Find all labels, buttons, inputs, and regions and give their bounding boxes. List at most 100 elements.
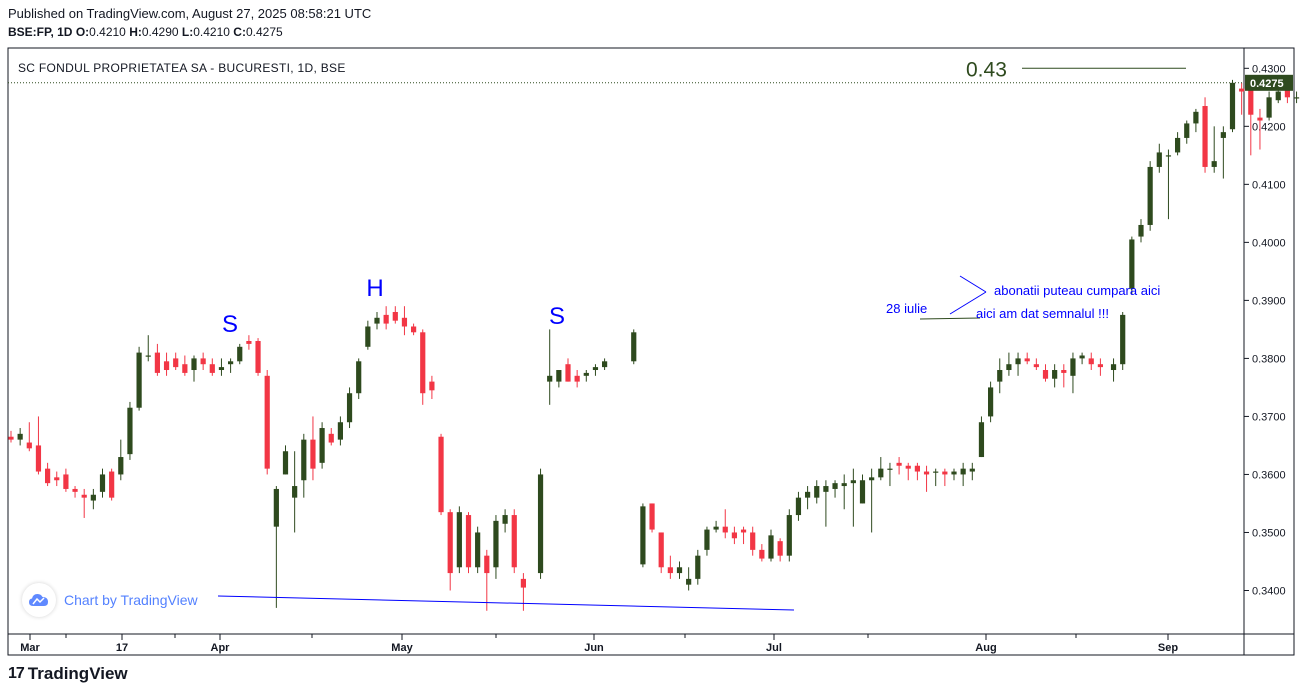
candle-body	[1275, 91, 1281, 101]
candle-body	[301, 439, 307, 481]
candle-body	[292, 486, 298, 498]
candle-body	[878, 468, 884, 478]
candle-body	[1015, 358, 1021, 365]
candle-body	[777, 541, 783, 556]
candle-body	[109, 471, 115, 498]
candle-body	[429, 381, 435, 391]
high-label: H:	[129, 25, 142, 39]
candle-body	[951, 471, 957, 475]
candle-body	[1110, 364, 1117, 371]
candle-body	[1070, 358, 1076, 376]
candle-body	[145, 355, 151, 357]
chart-title: SC FONDUL PROPRIETATEA SA - BUCURESTI, 1…	[18, 61, 346, 75]
candle-body	[547, 375, 553, 382]
candle-body	[475, 532, 481, 568]
candle-body	[537, 474, 544, 574]
candle-body	[273, 488, 279, 527]
candle-body	[81, 494, 87, 498]
candle-body	[447, 512, 453, 574]
footer-brand[interactable]: 17 TradingView	[8, 664, 128, 684]
candle-body	[859, 480, 866, 504]
candle-body	[228, 361, 234, 365]
candle-body	[686, 578, 692, 585]
candle-body	[592, 367, 599, 371]
candle-body	[1120, 314, 1126, 365]
candle-body	[658, 532, 664, 568]
candle-body	[237, 346, 243, 362]
candle-body	[154, 352, 160, 373]
candle-body	[255, 341, 261, 373]
candle-body	[1061, 370, 1067, 373]
candle-body	[1239, 88, 1245, 92]
candle-body	[1079, 355, 1085, 359]
candle-body	[1257, 117, 1263, 121]
candle-body	[640, 506, 646, 565]
cloud-icon	[22, 583, 56, 617]
candle-body	[54, 477, 60, 481]
x-tick-label: Sep	[1158, 642, 1178, 654]
last-price-label: 0.4275	[1250, 78, 1284, 90]
candle-body	[173, 358, 179, 368]
candle-body	[805, 491, 811, 498]
candle-body	[583, 372, 589, 376]
low-label: L:	[181, 25, 194, 39]
candle-body	[1024, 358, 1030, 362]
candle-body	[759, 549, 765, 559]
candle-body	[484, 555, 490, 574]
candle-body	[218, 367, 225, 371]
y-tick-label: 0.3500	[1252, 527, 1286, 539]
close-label: C:	[233, 25, 246, 39]
candle-body	[246, 341, 252, 344]
high-value: 0.4290	[141, 25, 179, 39]
note-buy: abonatii puteau cumpara aici	[994, 283, 1160, 298]
candle-body	[346, 393, 353, 423]
candle-body	[731, 532, 737, 539]
candle-body	[704, 529, 710, 550]
note-arrow	[959, 275, 987, 293]
ohlc-line: BSE:FP, 1D O:0.4210 H:0.4290 L:0.4210 C:…	[8, 25, 283, 39]
candle-body	[565, 364, 571, 382]
candle-body	[420, 332, 426, 394]
close-value: 0.4275	[245, 25, 283, 39]
shoulder-right-label: S	[549, 303, 565, 330]
candle-body	[438, 436, 444, 513]
tradingview-watermark[interactable]: Chart by TradingView	[22, 583, 198, 617]
candle-body	[869, 477, 875, 481]
candle-body	[365, 326, 371, 347]
candle-body	[1193, 111, 1199, 124]
y-tick-label: 0.3700	[1252, 411, 1286, 423]
candle-body	[574, 375, 580, 382]
candle-body	[649, 503, 655, 530]
candle-body	[602, 361, 608, 368]
candle-body	[191, 358, 197, 371]
tradingview-logo-icon: 17	[8, 665, 25, 682]
time-axis: Mar 17 Apr May Jun Jul Aug Sep	[20, 634, 1178, 654]
candle-body	[182, 364, 188, 373]
candle-body	[337, 422, 343, 440]
open-value: 0.4210	[89, 25, 126, 39]
candle-body	[1147, 166, 1153, 225]
candle-body	[1202, 106, 1208, 167]
candle-body	[1229, 82, 1236, 130]
note-signal: aici am dat semnalul !!!	[976, 306, 1109, 321]
candle-body	[933, 471, 939, 473]
candle-body	[200, 358, 206, 365]
candle-body	[887, 468, 893, 470]
candle-body	[556, 370, 562, 382]
x-tick-label: Mar	[20, 642, 40, 654]
note-arrow	[949, 291, 987, 315]
candle-body	[99, 474, 106, 492]
candle-body	[1033, 364, 1039, 368]
candle-body	[841, 483, 847, 487]
candle-body	[1156, 152, 1162, 167]
candle-body	[319, 428, 325, 463]
candle-body	[631, 332, 637, 362]
last-price-label-bg	[1245, 74, 1293, 91]
x-tick-label: Jul	[766, 642, 782, 654]
candle-body	[90, 494, 96, 501]
candle-body	[969, 468, 975, 472]
head-label: H	[366, 275, 383, 302]
candle-body	[1138, 224, 1144, 237]
candle-body	[823, 486, 829, 492]
